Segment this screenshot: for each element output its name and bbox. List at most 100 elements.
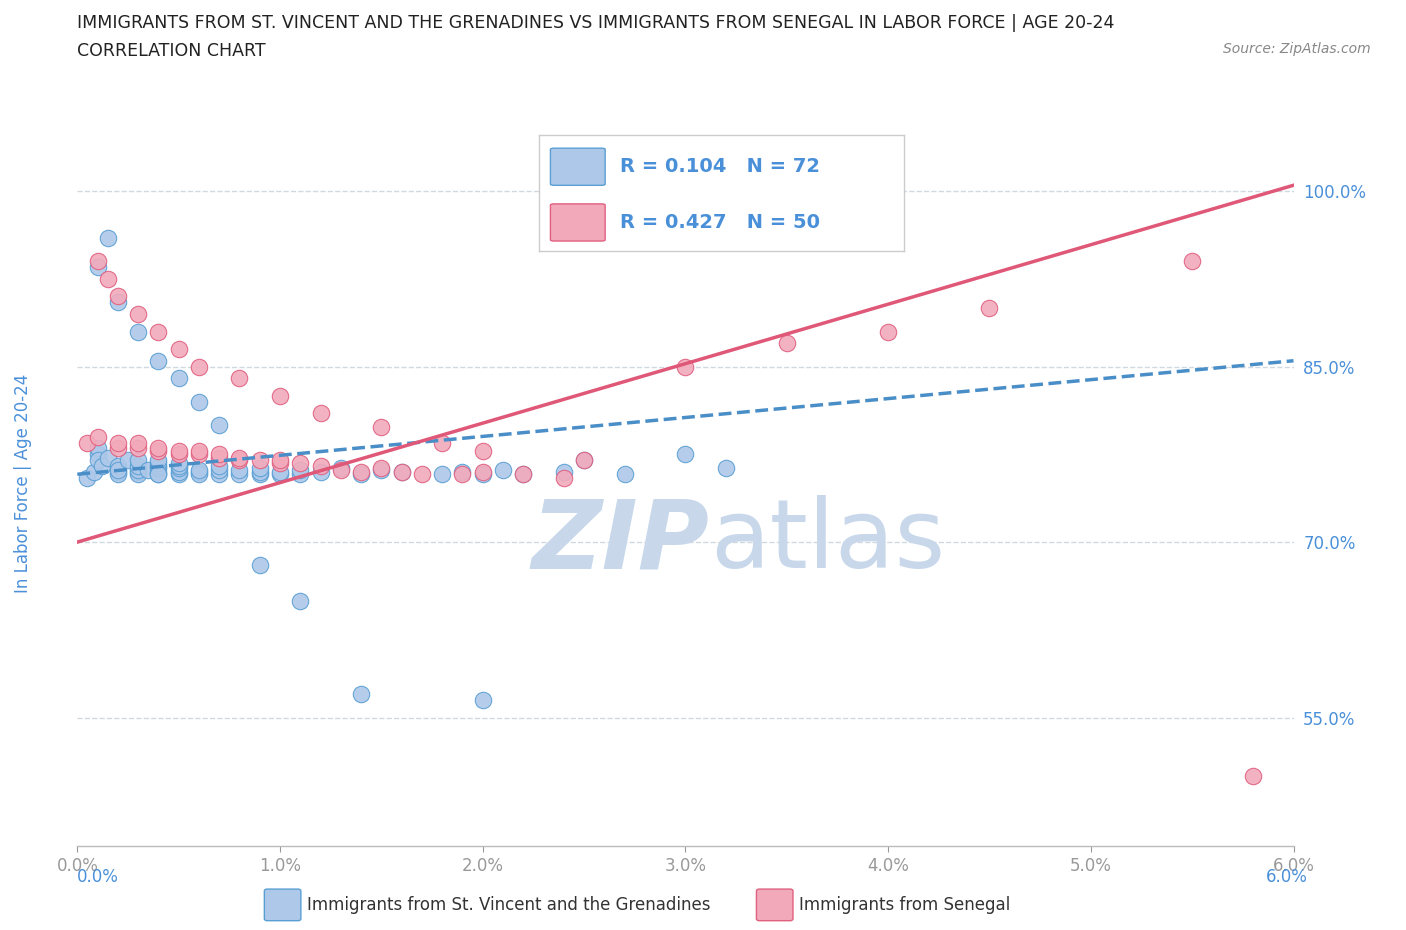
Point	[148, 324, 170, 339]
Point	[451, 464, 474, 479]
Point	[208, 462, 231, 477]
Point	[90, 458, 112, 473]
Point	[451, 467, 474, 482]
Point	[249, 464, 271, 479]
Point	[148, 467, 170, 482]
Text: Immigrants from St. Vincent and the Grenadines: Immigrants from St. Vincent and the Gren…	[307, 896, 710, 914]
Point	[148, 464, 170, 479]
Point	[290, 455, 312, 470]
Point	[76, 471, 98, 485]
Point	[208, 447, 231, 462]
Point	[148, 461, 170, 476]
Point	[512, 467, 534, 482]
Point	[148, 441, 170, 456]
Point	[188, 444, 211, 458]
Point	[86, 254, 108, 269]
Point	[127, 435, 149, 450]
Point	[148, 444, 170, 458]
Point	[208, 418, 231, 432]
Point	[148, 455, 170, 470]
Point	[107, 462, 129, 477]
Text: In Labor Force | Age 20-24: In Labor Force | Age 20-24	[14, 374, 31, 593]
Point	[107, 464, 129, 479]
Point	[167, 464, 190, 479]
Point	[228, 462, 250, 477]
Point	[127, 464, 149, 479]
Point	[167, 455, 190, 470]
Point	[290, 593, 312, 608]
Point	[249, 461, 271, 476]
Point	[776, 336, 799, 351]
Point	[208, 450, 231, 465]
Point	[553, 464, 575, 479]
Point	[76, 435, 98, 450]
Point	[471, 464, 494, 479]
Point	[675, 447, 697, 462]
Point	[208, 467, 231, 482]
Text: 6.0%: 6.0%	[1265, 868, 1308, 886]
Text: Source: ZipAtlas.com: Source: ZipAtlas.com	[1223, 42, 1371, 56]
Point	[127, 462, 149, 477]
Point	[329, 461, 352, 476]
Text: Immigrants from Senegal: Immigrants from Senegal	[799, 896, 1010, 914]
Point	[167, 461, 190, 476]
Point	[107, 467, 129, 482]
Point	[553, 471, 575, 485]
Point	[430, 435, 453, 450]
Point	[148, 467, 170, 482]
Point	[86, 430, 108, 445]
Point	[97, 272, 120, 286]
Point	[107, 441, 129, 456]
Point	[269, 467, 291, 482]
Point	[471, 693, 494, 708]
Point	[86, 453, 108, 468]
Point	[572, 453, 595, 468]
Point	[86, 259, 108, 274]
Point	[979, 300, 1001, 315]
Point	[471, 444, 494, 458]
Point	[492, 462, 515, 477]
Point	[167, 444, 190, 458]
Point	[290, 467, 312, 482]
Point	[309, 458, 332, 473]
Point	[1181, 254, 1204, 269]
Point	[309, 406, 332, 421]
Point	[136, 462, 159, 477]
Point	[471, 467, 494, 482]
Point	[714, 461, 737, 476]
Point	[228, 467, 250, 482]
Point	[127, 453, 149, 468]
Point	[107, 289, 129, 304]
Point	[117, 453, 139, 468]
Point	[148, 353, 170, 368]
Point	[329, 462, 352, 477]
Point	[107, 458, 129, 473]
Point	[148, 453, 170, 468]
Point	[512, 467, 534, 482]
Point	[167, 447, 190, 462]
Point	[107, 295, 129, 310]
Point	[188, 394, 211, 409]
Point	[228, 450, 250, 465]
Point	[127, 324, 149, 339]
Point	[572, 453, 595, 468]
Point	[269, 455, 291, 470]
Point	[86, 447, 108, 462]
Text: atlas: atlas	[710, 495, 945, 588]
Point	[167, 458, 190, 473]
Text: ZIP: ZIP	[531, 495, 710, 588]
Point	[107, 435, 129, 450]
Point	[1241, 769, 1264, 784]
Point	[127, 307, 149, 322]
Point	[290, 462, 312, 477]
Point	[188, 462, 211, 477]
Point	[675, 359, 697, 374]
Point	[350, 686, 373, 701]
Point	[370, 420, 392, 435]
Point	[188, 447, 211, 462]
Point	[249, 453, 271, 468]
Point	[391, 464, 413, 479]
Point	[350, 464, 373, 479]
Point	[167, 371, 190, 386]
Point	[350, 467, 373, 482]
